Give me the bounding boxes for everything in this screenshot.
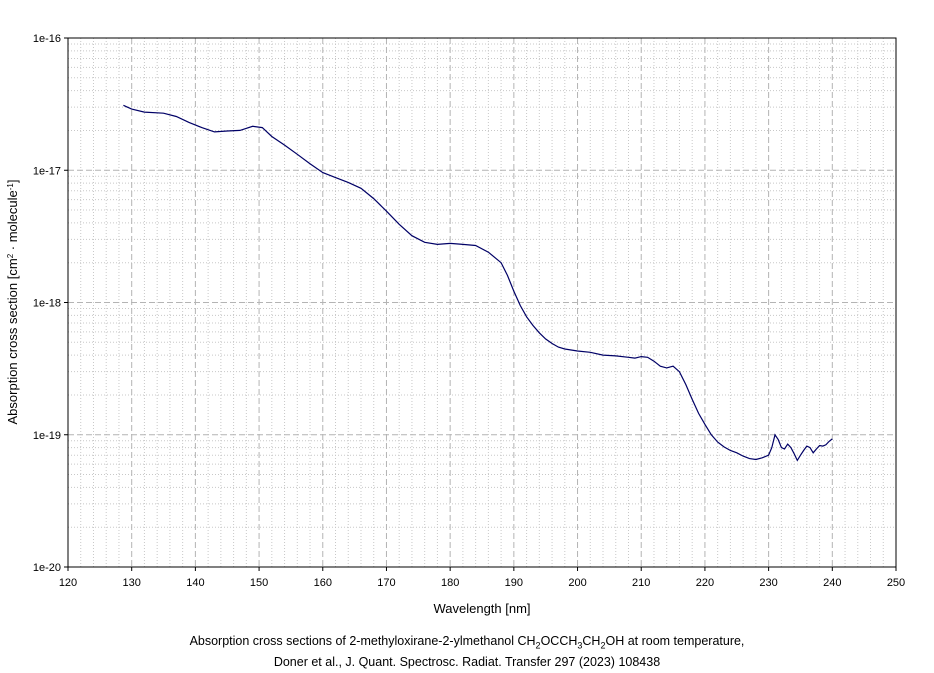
x-tick-label: 190 <box>505 577 523 589</box>
x-tick-label: 150 <box>250 577 268 589</box>
chart: 120 130 140 150 160 170 180 190 200 210 220 230 240 2… <box>5 33 905 616</box>
x-tick-label: 180 <box>441 577 459 589</box>
x-tick-label: 140 <box>186 577 204 589</box>
y-axis-label: Absorption cross section [cm2 · molecule… <box>5 180 20 425</box>
y-tick-labels: 1e-20 1e-19 1e-18 1e-17 1e-16 <box>33 33 61 574</box>
x-tick-label: 250 <box>887 577 905 589</box>
caption-line-1: Absorption cross sections of 2-methyloxi… <box>189 634 745 651</box>
y-axis-label-sup-2: -1 <box>6 183 15 191</box>
x-tick-label: 200 <box>568 577 586 589</box>
y-tick-label: 1e-16 <box>33 33 61 45</box>
ticks <box>64 37 897 571</box>
y-tick-label: 1e-20 <box>33 562 61 574</box>
x-tick-label: 130 <box>123 577 141 589</box>
x-axis-label: Wavelength [nm] <box>433 601 530 616</box>
y-tick-label: 1e-17 <box>33 165 61 177</box>
caption-line-2: Doner et al., J. Quant. Spectrosc. Radia… <box>273 655 661 669</box>
x-tick-label: 160 <box>314 577 332 589</box>
x-tick-label: 220 <box>696 577 714 589</box>
y-axis-label-sup-1: 2 <box>6 253 15 258</box>
y-tick-label: 1e-19 <box>33 430 61 442</box>
x-tick-labels: 120 130 140 150 160 170 180 190 200 210 220 230 240 2… <box>59 577 905 589</box>
x-tick-label: 240 <box>823 577 841 589</box>
x-tick-label: 120 <box>59 577 77 589</box>
x-tick-label: 230 <box>759 577 777 589</box>
x-tick-label: 170 <box>377 577 395 589</box>
x-tick-label: 210 <box>632 577 650 589</box>
series-line <box>123 104 833 462</box>
y-tick-label: 1e-18 <box>33 298 61 310</box>
major-grid <box>68 38 896 567</box>
